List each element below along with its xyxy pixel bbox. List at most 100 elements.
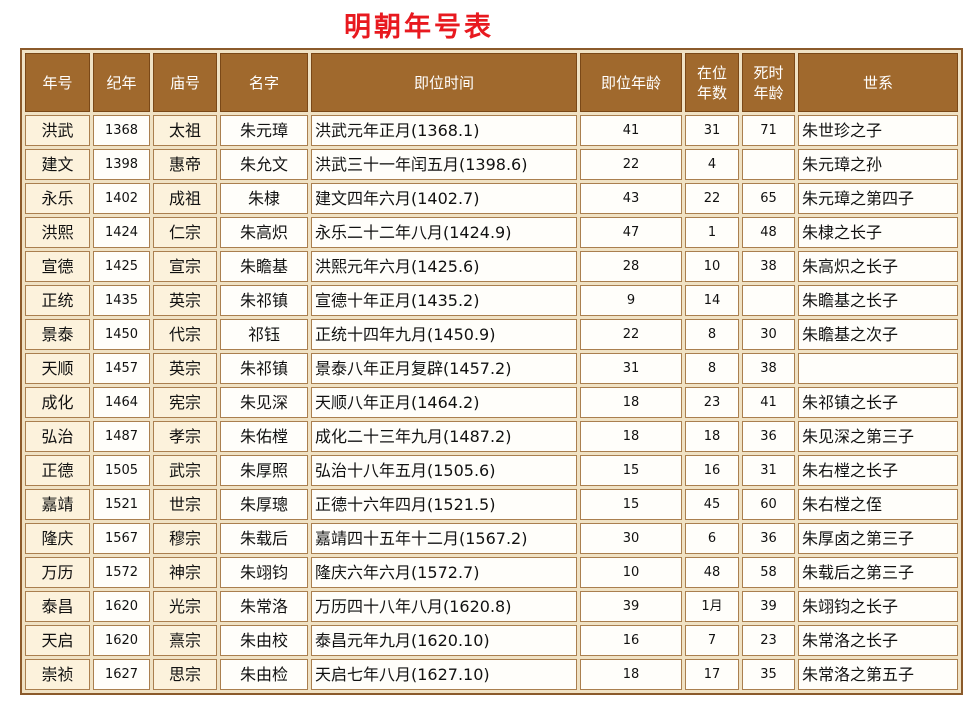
cell-reign-years: 17 — [685, 659, 739, 690]
cell-lineage: 朱右樘之长子 — [798, 455, 958, 486]
cell-reign-years: 1 — [685, 217, 739, 248]
cell-death-age: 35 — [742, 659, 795, 690]
cell-emperor-name: 朱厚照 — [220, 455, 308, 486]
cell-accession-age: 18 — [580, 421, 682, 452]
cell-death-age: 36 — [742, 523, 795, 554]
cell-reign-years: 45 — [685, 489, 739, 520]
cell-death-age: 38 — [742, 251, 795, 282]
cell-accession-age: 41 — [580, 115, 682, 146]
cell-lineage: 朱翊钧之长子 — [798, 591, 958, 622]
table-row: 万历 1572 神宗 朱翊钧 隆庆六年六月(1572.7) 10 48 58 朱… — [25, 557, 958, 588]
header-death-age: 死时 年龄 — [742, 53, 795, 112]
cell-death-age: 30 — [742, 319, 795, 350]
table-row: 建文 1398 惠帝 朱允文 洪武三十一年闰五月(1398.6) 22 4 朱元… — [25, 149, 958, 180]
table-row: 泰昌 1620 光宗 朱常洛 万历四十八年八月(1620.8) 39 1月 39… — [25, 591, 958, 622]
cell-accession-age: 22 — [580, 319, 682, 350]
cell-reign-years: 7 — [685, 625, 739, 656]
cell-death-age — [742, 285, 795, 316]
header-lineage: 世系 — [798, 53, 958, 112]
cell-reign-years: 18 — [685, 421, 739, 452]
table-row: 洪武 1368 太祖 朱元璋 洪武元年正月(1368.1) 41 31 71 朱… — [25, 115, 958, 146]
cell-death-age: 23 — [742, 625, 795, 656]
cell-era-name: 崇祯 — [25, 659, 90, 690]
cell-lineage: 朱棣之长子 — [798, 217, 958, 248]
cell-emperor-name: 朱祁镇 — [220, 285, 308, 316]
table-row: 宣德 1425 宣宗 朱瞻基 洪熙元年六月(1425.6) 28 10 38 朱… — [25, 251, 958, 282]
cell-emperor-name: 朱允文 — [220, 149, 308, 180]
cell-death-age: 38 — [742, 353, 795, 384]
header-line: 年数 — [696, 83, 727, 102]
cell-emperor-name: 朱见深 — [220, 387, 308, 418]
cell-accession-age: 28 — [580, 251, 682, 282]
cell-accession-age: 15 — [580, 489, 682, 520]
cell-era-name: 宣德 — [25, 251, 90, 282]
cell-accession-date: 万历四十八年八月(1620.8) — [311, 591, 577, 622]
cell-reign-years: 8 — [685, 353, 739, 384]
cell-emperor-name: 朱佑樘 — [220, 421, 308, 452]
cell-era-name: 天启 — [25, 625, 90, 656]
cell-emperor-name: 朱元璋 — [220, 115, 308, 146]
cell-temple-name: 太祖 — [153, 115, 217, 146]
cell-year: 1464 — [93, 387, 150, 418]
cell-year: 1627 — [93, 659, 150, 690]
cell-reign-years: 8 — [685, 319, 739, 350]
cell-lineage: 朱世珍之子 — [798, 115, 958, 146]
cell-emperor-name: 朱翊钧 — [220, 557, 308, 588]
cell-year: 1402 — [93, 183, 150, 214]
cell-year: 1620 — [93, 625, 150, 656]
cell-lineage: 朱祁镇之长子 — [798, 387, 958, 418]
cell-lineage: 朱瞻基之次子 — [798, 319, 958, 350]
table-row: 嘉靖 1521 世宗 朱厚璁 正德十六年四月(1521.5) 15 45 60 … — [25, 489, 958, 520]
cell-era-name: 弘治 — [25, 421, 90, 452]
cell-reign-years: 31 — [685, 115, 739, 146]
cell-temple-name: 世宗 — [153, 489, 217, 520]
cell-year: 1487 — [93, 421, 150, 452]
cell-year: 1398 — [93, 149, 150, 180]
cell-death-age: 60 — [742, 489, 795, 520]
cell-death-age: 58 — [742, 557, 795, 588]
cell-year: 1505 — [93, 455, 150, 486]
cell-reign-years: 16 — [685, 455, 739, 486]
table-row: 景泰 1450 代宗 祁钰 正统十四年九月(1450.9) 22 8 30 朱瞻… — [25, 319, 958, 350]
cell-accession-date: 景泰八年正月复辟(1457.2) — [311, 353, 577, 384]
cell-lineage: 朱载后之第三子 — [798, 557, 958, 588]
cell-death-age: 48 — [742, 217, 795, 248]
table-row: 正统 1435 英宗 朱祁镇 宣德十年正月(1435.2) 9 14 朱瞻基之长… — [25, 285, 958, 316]
page-title: 明朝年号表 — [344, 12, 494, 43]
cell-year: 1620 — [93, 591, 150, 622]
header-accession-date: 即位时间 — [311, 53, 577, 112]
cell-death-age: 71 — [742, 115, 795, 146]
cell-accession-age: 22 — [580, 149, 682, 180]
cell-accession-date: 洪武三十一年闰五月(1398.6) — [311, 149, 577, 180]
cell-emperor-name: 朱瞻基 — [220, 251, 308, 282]
cell-year: 1435 — [93, 285, 150, 316]
cell-death-age: 36 — [742, 421, 795, 452]
cell-reign-years: 10 — [685, 251, 739, 282]
cell-year: 1572 — [93, 557, 150, 588]
cell-death-age — [742, 149, 795, 180]
header-era-name: 年号 — [25, 53, 90, 112]
cell-year: 1450 — [93, 319, 150, 350]
cell-death-age: 31 — [742, 455, 795, 486]
header-row: 年号 纪年 庙号 名字 即位时间 即位年龄 在位 年数 死时 年龄 世系 — [25, 53, 958, 112]
cell-lineage: 朱元璋之第四子 — [798, 183, 958, 214]
cell-era-name: 洪熙 — [25, 217, 90, 248]
cell-accession-date: 洪武元年正月(1368.1) — [311, 115, 577, 146]
cell-reign-years: 4 — [685, 149, 739, 180]
cell-accession-age: 39 — [580, 591, 682, 622]
cell-reign-years: 14 — [685, 285, 739, 316]
table-row: 永乐 1402 成祖 朱棣 建文四年六月(1402.7) 43 22 65 朱元… — [25, 183, 958, 214]
cell-accession-age: 9 — [580, 285, 682, 316]
cell-year: 1368 — [93, 115, 150, 146]
cell-era-name: 正德 — [25, 455, 90, 486]
cell-death-age: 41 — [742, 387, 795, 418]
cell-accession-date: 天顺八年正月(1464.2) — [311, 387, 577, 418]
cell-era-name: 建文 — [25, 149, 90, 180]
cell-accession-age: 31 — [580, 353, 682, 384]
cell-death-age: 65 — [742, 183, 795, 214]
cell-temple-name: 英宗 — [153, 285, 217, 316]
cell-era-name: 嘉靖 — [25, 489, 90, 520]
cell-lineage: 朱瞻基之长子 — [798, 285, 958, 316]
table-row: 隆庆 1567 穆宗 朱载后 嘉靖四十五年十二月(1567.2) 30 6 36… — [25, 523, 958, 554]
cell-accession-age: 47 — [580, 217, 682, 248]
